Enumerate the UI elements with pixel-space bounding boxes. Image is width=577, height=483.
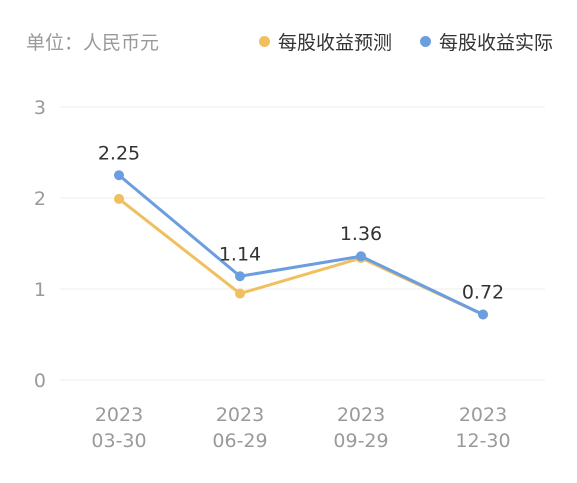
- legend: 每股收益预测 每股收益实际: [258, 28, 553, 55]
- data-label-0: 2.25: [98, 142, 140, 164]
- x-tick-label-date-3: 12-30: [455, 430, 510, 452]
- legend-item-forecast[interactable]: 每股收益预测: [258, 28, 392, 55]
- legend-forecast-label: 每股收益预测: [277, 32, 392, 54]
- data-label-3: 0.72: [462, 281, 504, 303]
- x-tick-label-year-3: 2023: [459, 404, 507, 426]
- legend-actual-label: 每股收益实际: [438, 32, 553, 54]
- data-label-1: 1.14: [219, 243, 261, 265]
- x-tick-label-date-1: 06-29: [212, 430, 267, 452]
- series-1-point-1: [235, 271, 245, 282]
- y-tick-label-2: 2: [34, 188, 46, 210]
- x-tick-label-date-0: 03-30: [91, 430, 146, 452]
- x-tick-label-year-2: 2023: [337, 404, 385, 426]
- legend-actual-marker: [419, 36, 431, 47]
- legend-forecast-marker: [258, 36, 270, 47]
- x-tick-label-year-1: 2023: [216, 404, 264, 426]
- series-0-point-0: [114, 193, 124, 204]
- unit-label: 单位：人民币元: [26, 32, 160, 54]
- series-line-0: [117, 197, 485, 316]
- y-tick-label-0: 0: [34, 370, 46, 392]
- series-1-point-3: [478, 309, 488, 320]
- y-tick-label-1: 1: [34, 279, 46, 301]
- x-tick-label-year-0: 2023: [95, 404, 143, 426]
- series-1-point-2: [356, 251, 366, 262]
- series-line-1: [117, 173, 485, 316]
- data-label-2: 1.36: [340, 223, 382, 245]
- series-0-point-1: [235, 288, 245, 299]
- y-tick-label-3: 3: [34, 97, 46, 119]
- x-tick-label-date-2: 09-29: [333, 430, 388, 452]
- legend-item-actual[interactable]: 每股收益实际: [419, 28, 553, 55]
- series-1-point-0: [114, 170, 124, 181]
